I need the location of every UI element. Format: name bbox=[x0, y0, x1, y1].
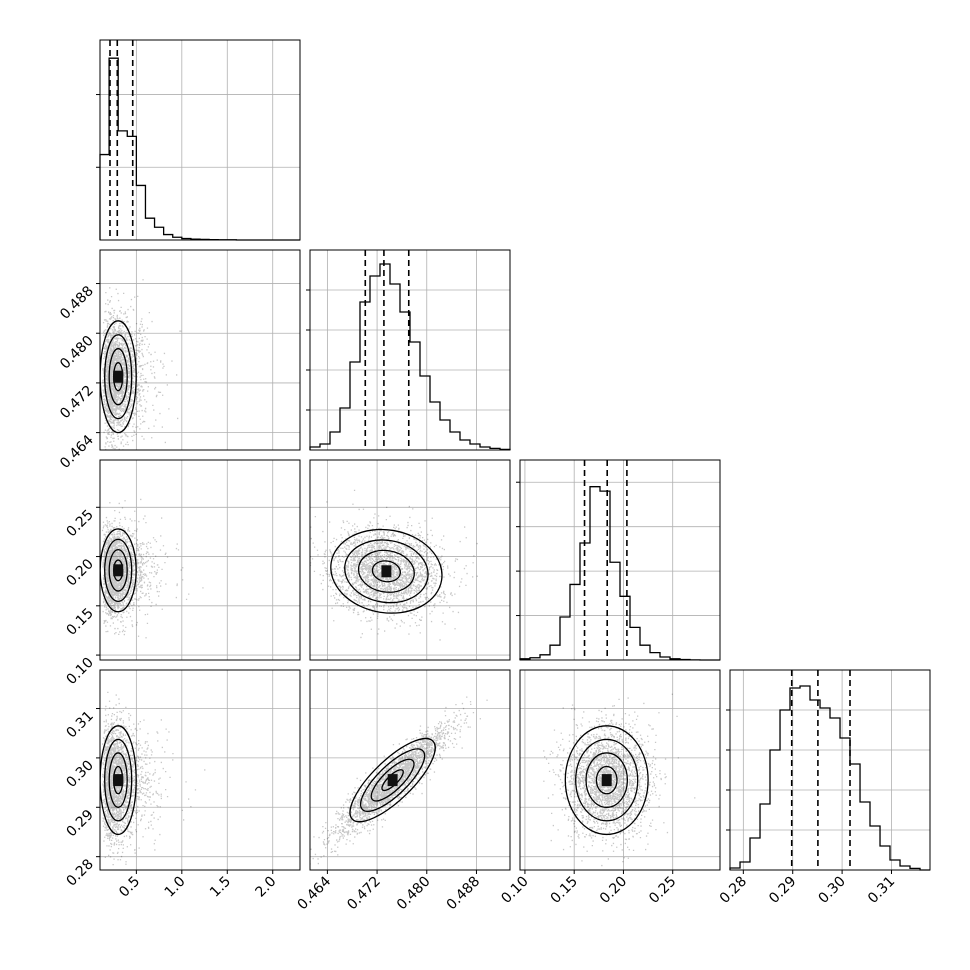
density-peak bbox=[113, 774, 124, 787]
panel-frame bbox=[309, 459, 511, 661]
panel-frame bbox=[99, 249, 301, 451]
density-panel-2-3 bbox=[520, 670, 720, 870]
density-panel-1-3 bbox=[310, 670, 510, 870]
x-tick-label: 0.29 bbox=[766, 874, 799, 907]
x-tick-label: 0.472 bbox=[344, 874, 384, 914]
y-tick-label: 0.15 bbox=[63, 605, 96, 638]
density-panel-0-2 bbox=[100, 460, 300, 660]
x-tick-label: 1.5 bbox=[207, 874, 234, 901]
density-panel-0-3 bbox=[100, 670, 300, 870]
contour-level bbox=[344, 539, 429, 604]
x-tick-label: 0.28 bbox=[717, 874, 750, 907]
histogram-step bbox=[729, 685, 930, 871]
x-tick-label: 0.480 bbox=[394, 874, 434, 914]
y-tick-label: 0.10 bbox=[63, 655, 96, 688]
x-tick-label: 0.31 bbox=[865, 874, 898, 907]
panel-frame bbox=[99, 669, 301, 871]
y-tick-label: 0.25 bbox=[63, 507, 96, 540]
histogram-step bbox=[309, 263, 511, 451]
x-tick-label: 0.15 bbox=[548, 874, 581, 907]
density-peak bbox=[601, 774, 612, 787]
y-tick-label: 0.464 bbox=[57, 432, 97, 472]
marginal-histogram-1 bbox=[306, 250, 511, 451]
x-tick-label: 0.488 bbox=[444, 874, 484, 914]
density-peak bbox=[381, 565, 392, 578]
contour-level bbox=[104, 738, 133, 822]
density-panel-0-1 bbox=[100, 250, 300, 450]
x-tick-label: 2.0 bbox=[252, 874, 279, 901]
density-peak bbox=[113, 370, 124, 383]
marginal-histogram-3 bbox=[726, 670, 930, 871]
y-tick-label: 0.29 bbox=[63, 807, 96, 840]
density-panel-1-2 bbox=[310, 460, 510, 660]
contour-level bbox=[330, 528, 443, 614]
scatter-points bbox=[102, 691, 206, 866]
x-tick-label: 1.0 bbox=[162, 874, 189, 901]
panel-frame bbox=[99, 39, 301, 241]
scatter-points bbox=[101, 498, 204, 639]
contour-level bbox=[108, 752, 128, 808]
panel-frame bbox=[99, 459, 301, 661]
contour-level bbox=[370, 758, 415, 802]
y-tick-label: 0.30 bbox=[63, 757, 96, 790]
density-peak bbox=[387, 774, 398, 787]
y-tick-label: 0.480 bbox=[57, 333, 97, 373]
marginal-histogram-0 bbox=[96, 40, 300, 241]
contour-level bbox=[585, 752, 629, 808]
panel-frame bbox=[309, 249, 511, 451]
contour-level bbox=[108, 348, 128, 406]
contour-level bbox=[360, 748, 426, 812]
panel-frame bbox=[309, 669, 511, 871]
contour-level bbox=[595, 765, 618, 795]
y-tick-label: 0.28 bbox=[63, 856, 96, 889]
y-tick-label: 0.472 bbox=[57, 382, 97, 422]
scatter-points bbox=[102, 279, 182, 450]
contour-level bbox=[575, 738, 639, 822]
panel-frame bbox=[729, 669, 931, 871]
x-tick-label: 0.30 bbox=[816, 874, 849, 907]
histogram-step bbox=[519, 486, 720, 661]
contour-level bbox=[108, 548, 128, 592]
x-tick-label: 0.25 bbox=[646, 874, 679, 907]
histogram-step bbox=[99, 57, 300, 241]
marginal-histogram-2 bbox=[516, 460, 720, 661]
y-tick-label: 0.20 bbox=[63, 556, 96, 589]
panel-frame bbox=[519, 459, 721, 661]
y-tick-label: 0.31 bbox=[63, 708, 96, 741]
x-tick-label: 0.20 bbox=[597, 874, 630, 907]
y-tick-label: 0.488 bbox=[57, 283, 97, 323]
panel-frame bbox=[519, 669, 721, 871]
x-tick-label: 0.10 bbox=[498, 874, 531, 907]
contour-level bbox=[349, 737, 436, 823]
contour-level bbox=[104, 334, 133, 420]
contour-level bbox=[357, 549, 415, 593]
contour-level bbox=[104, 538, 133, 602]
density-peak bbox=[113, 564, 124, 577]
x-tick-label: 0.464 bbox=[295, 873, 335, 913]
contour-level bbox=[564, 725, 649, 836]
x-tick-label: 0.5 bbox=[116, 874, 143, 901]
scatter-points bbox=[310, 489, 478, 641]
scatter-points bbox=[543, 693, 696, 867]
contour-level bbox=[371, 560, 401, 583]
